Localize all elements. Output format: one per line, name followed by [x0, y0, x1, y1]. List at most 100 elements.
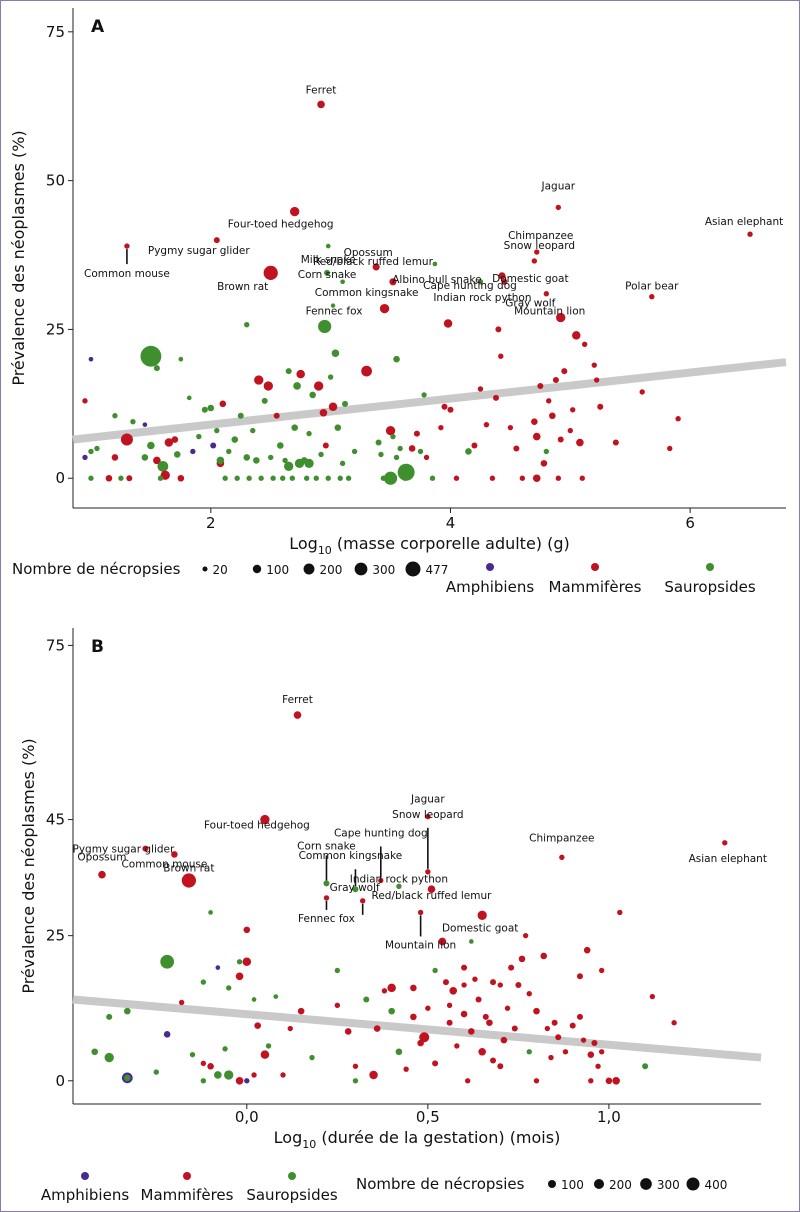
panel-b-data-point [468, 939, 474, 944]
panel-a-data-point [339, 460, 346, 467]
panel-a-data-point [153, 456, 161, 465]
panel-b-group-legend-label: Mammifères [141, 1186, 234, 1204]
panel-b-letter: B [91, 637, 104, 657]
panel-b-data-point [373, 1025, 381, 1032]
panel-b-data-point [260, 1050, 270, 1059]
panel-a-data-point [552, 377, 559, 384]
panel-a-data-point [453, 475, 460, 481]
panel-a-x-tick-label: 4 [446, 514, 456, 532]
panel-b-data-point [334, 1002, 341, 1009]
panel-a-data-point [219, 400, 227, 408]
panel-a-data-point [317, 100, 325, 109]
panel-a-data-point [342, 400, 349, 407]
panel-b-data-point [200, 979, 207, 985]
panel-a-data-point [126, 475, 133, 482]
panel-a-size-legend-key [252, 564, 262, 574]
panel-a-point-label: Common kingsnake [315, 287, 419, 299]
panel-b-data-point [153, 1069, 159, 1075]
panel-b-data-point [551, 1019, 558, 1026]
panel-a-data-point [402, 475, 408, 481]
panel-a-data-point [498, 353, 504, 359]
panel-a-data-point [207, 404, 215, 412]
panel-a-point-label: Asian elephant [705, 216, 783, 228]
panel-a-data-point [498, 272, 506, 280]
panel-b-data-point [533, 1078, 540, 1084]
panel-b-data-point [124, 1007, 131, 1015]
panel-a-data-point [280, 475, 286, 481]
panel-b-group-legend-label: Sauropsides [246, 1186, 337, 1204]
panel-b-data-point [395, 1048, 403, 1056]
panel-b-data-point [482, 1013, 489, 1020]
panel-b-data-point [207, 1062, 214, 1070]
panel-a-data-point [561, 368, 568, 375]
panel-a-data-point [649, 294, 655, 300]
panel-b-data-point [511, 1025, 518, 1032]
panel-a-data-point [171, 436, 179, 443]
panel-a-data-point [340, 279, 345, 285]
panel-a-data-point [124, 243, 130, 249]
panel-a-data-point [477, 386, 484, 392]
panel-b-x-tick-label: 0,5 [416, 1108, 440, 1126]
panel-a-data-point [190, 448, 196, 455]
panel-a-point-label: Corn snake [298, 269, 357, 281]
panel-a-letter: A [91, 17, 105, 37]
panel-b-group-legend-key [288, 1172, 296, 1180]
panel-a-data-point [597, 403, 604, 410]
panel-a-data-point [576, 438, 584, 447]
panel-b-data-point [160, 954, 174, 969]
panel-b-data-point [454, 1043, 460, 1049]
panel-b-data-point [671, 1020, 677, 1026]
panel-a-data-point [88, 475, 94, 481]
panel-a-data-point [471, 442, 478, 449]
panel-a-data-point [325, 243, 331, 249]
panel-a-data-point [177, 474, 185, 482]
panel-b-size-legend-key [686, 1177, 700, 1191]
panel-a-data-point [313, 475, 319, 481]
panel-b-data-point [475, 996, 482, 1003]
panel-a-data-point [178, 356, 184, 362]
panel-a-data-point [112, 413, 118, 419]
panel-b-data-point [425, 813, 431, 820]
panel-a-data-point [196, 433, 202, 440]
panel-b-data-point [583, 946, 591, 954]
panel-b-data-point [425, 1005, 431, 1011]
panel-b-data-point [352, 1078, 359, 1084]
panel-b-trend-line [72, 995, 762, 1062]
panel-b-point-label: Cape hunting dog [334, 828, 428, 840]
panel-a-data-point [447, 406, 454, 413]
panel-a-data-point [88, 448, 94, 455]
panel-a-point-label: Pygmy sugar glider [148, 245, 250, 257]
panel-b-size-legend-key [548, 1180, 556, 1188]
panel-b-point-label: Gray wolf [330, 882, 380, 894]
panel-a-data-point [82, 454, 88, 461]
panel-b-data-point [576, 1013, 583, 1020]
panel-a-data-point [318, 319, 332, 334]
panel-b-point-label: Four-toed hedgehog [204, 820, 310, 832]
panel-b-data-point [104, 1052, 114, 1063]
panel-a-data-point [408, 445, 416, 452]
panel-a-data-point [120, 433, 133, 446]
panel-a-data-point [513, 445, 520, 452]
panel-a-size-legend-label: 20 [213, 563, 228, 577]
panel-b-data-point [540, 952, 548, 960]
panel-a-size-legend-key [405, 561, 421, 577]
panel-b-data-point [497, 1063, 504, 1070]
panel-a-point-label: Mountain lion [514, 306, 585, 318]
panel-a-group-legend-key [706, 563, 714, 571]
panel-a-data-point [747, 231, 753, 237]
panel-b-data-point [235, 1076, 244, 1085]
panel-b-data-point [396, 883, 402, 890]
panel-b-data-point [208, 910, 213, 915]
panel-a-data-point [375, 439, 382, 446]
panel-a-data-point [579, 475, 585, 481]
panel-b-data-point [490, 1057, 497, 1064]
panel-a-group-legend-label: Sauropsides [664, 578, 755, 596]
panel-b-data-point [251, 1072, 257, 1078]
panel-b-data-point [477, 910, 487, 920]
panel-a-data-point [273, 412, 280, 419]
panel-a-group-legend-key [591, 563, 599, 571]
panel-b-data-point [468, 1028, 475, 1035]
panel-a-size-legend-key [202, 566, 208, 572]
panel-b-data-point [236, 959, 243, 965]
panel-a-y-tick-label: 50 [46, 172, 65, 190]
